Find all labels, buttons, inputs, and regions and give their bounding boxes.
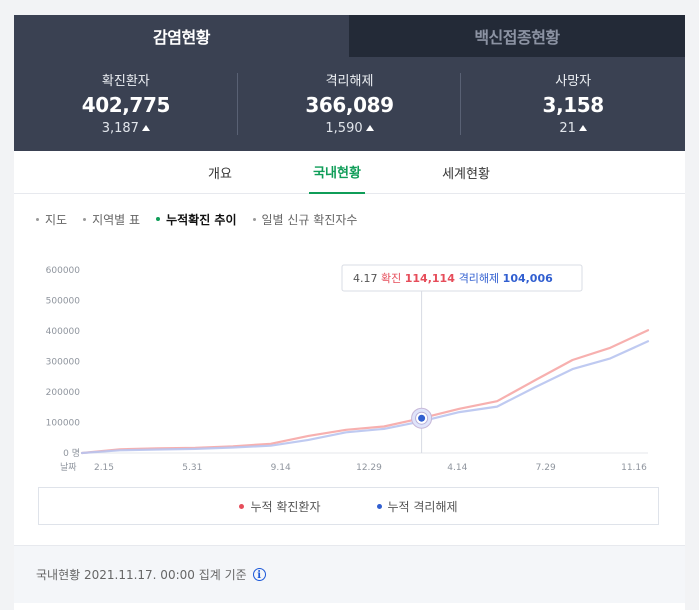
filter-map-label: 지도 [45,212,68,227]
up-arrow-icon [365,124,374,131]
x-tick-label: 5.31 [182,463,202,473]
summary-stats: 확진환자 402,775 3,187 격리해제 366,089 1,590 사망… [14,57,685,151]
x-axis-prefix: 날짜 [60,462,77,473]
x-tick-label: 2.15 [94,463,114,473]
stat-released-delta: 1,590 [325,120,374,137]
filter-region-table-label: 지역별 표 [92,212,141,227]
chart-tooltip: 4.17 확진 114,114 격리해제 104,006 [341,264,583,292]
info-icon[interactable]: i [252,568,266,581]
cumulative-chart-svg: 600000 500000 400000 300000 200000 100000 0 명날… [46,264,650,473]
footer-status: 국내현황 2021.11.17. 00:00 집계 기준 i [36,566,266,583]
filter-map[interactable]: 지도 [36,211,67,228]
stat-confirmed-value: 402,775 [81,93,171,117]
domestic-filters: 지도 지역별 표 누적확진 추이 일별 신규 확진자수 [36,209,357,229]
tab-vaccination-status[interactable]: 백신접종현황 [349,15,685,57]
tooltip-text: 4.17 확진 114,114 격리해제 104,006 [353,271,553,285]
bullet-icon [156,217,161,221]
y-tick-label: 0 명 [63,448,80,459]
x-tick-label: 9.14 [271,463,291,473]
y-tick-label: 200000 [46,388,81,398]
legend-released-label: 누적 격리해제 [387,499,458,514]
status-tabs: 감염현황 백신접종현황 [14,15,685,57]
tooltip-part-0: 4.17 [353,272,381,285]
domestic-subtabs: 개요 국내현황 세계현황 [14,151,685,194]
stat-confirmed-delta: 3,187 [102,120,150,137]
stat-confirmed: 확진환자 402,775 3,187 [14,57,238,151]
y-tick-label: 400000 [46,327,81,337]
stat-deaths-title: 사망자 [555,74,592,89]
stat-released-delta-value: 1,590 [325,121,363,136]
tooltip-part-1: 확진 [381,272,405,285]
filter-cumulative-trend[interactable]: 누적확진 추이 [156,211,237,228]
filter-daily-new-cases[interactable]: 일별 신규 확진자수 [252,211,358,228]
tooltip-part-3: 격리해제 [459,271,503,285]
y-tick-label: 500000 [46,297,81,307]
legend-released-dot [376,503,382,509]
tab-world-status[interactable]: 세계현황 [442,167,490,182]
up-arrow-icon [141,124,150,131]
tab-overview[interactable]: 개요 [208,167,232,182]
series-line-confirmed [80,329,650,455]
y-tick-label: 300000 [46,358,81,368]
legend-confirmed-dot [239,503,245,509]
tab-domestic-status[interactable]: 국내현황 [309,151,365,194]
stat-released: 격리해제 366,089 1,590 [238,57,462,151]
tooltip-part-4: 104,006 [503,272,553,285]
stat-confirmed-delta-value: 3,187 [101,121,139,136]
stat-released-value: 366,089 [305,93,394,117]
tab-infection-status[interactable]: 감염현황 [14,15,349,57]
y-tick-label: 100000 [46,419,81,429]
up-arrow-icon [578,124,587,131]
bullet-icon [36,217,39,221]
filter-daily-new-cases-label: 일별 신규 확진자수 [261,212,358,227]
y-tick-label: 600000 [46,266,81,276]
stat-deaths: 사망자 3,158 21 [461,57,685,151]
footer-status-text: 국내현황 2021.11.17. 00:00 집계 기준 [36,568,247,582]
tooltip-part-2: 114,114 [405,272,459,285]
filter-region-table[interactable]: 지역별 표 [83,211,140,228]
x-tick-label: 4.14 [447,463,467,473]
stat-deaths-delta-value: 21 [559,121,576,136]
stat-released-title: 격리해제 [325,74,374,89]
legend-released: 누적 격리해제 [376,498,458,515]
footer-band: 국내현황 2021.11.17. 00:00 집계 기준 i [14,545,685,603]
x-tick-label: 7.29 [536,463,556,473]
filter-cumulative-trend-label: 누적확진 추이 [166,212,237,227]
x-tick-label: 11.16 [621,463,647,473]
highlight-point [418,414,426,422]
bullet-icon [252,217,256,221]
legend-confirmed: 누적 확진환자 [239,498,321,515]
x-tick-label: 12.29 [356,463,382,473]
stat-deaths-value: 3,158 [542,93,605,117]
chart-legend: 누적 확진환자 누적 격리해제 [38,487,659,525]
stat-confirmed-title: 확진환자 [101,74,150,89]
bullet-icon [83,217,87,221]
covid-panel: 감염현황 백신접종현황 확진환자 402,775 3,187 격리해제 366,… [14,15,685,610]
series-line-released [80,340,650,455]
stat-deaths-delta: 21 [559,120,587,137]
legend-confirmed-label: 누적 확진환자 [250,499,321,514]
tooltip-box [341,264,583,292]
